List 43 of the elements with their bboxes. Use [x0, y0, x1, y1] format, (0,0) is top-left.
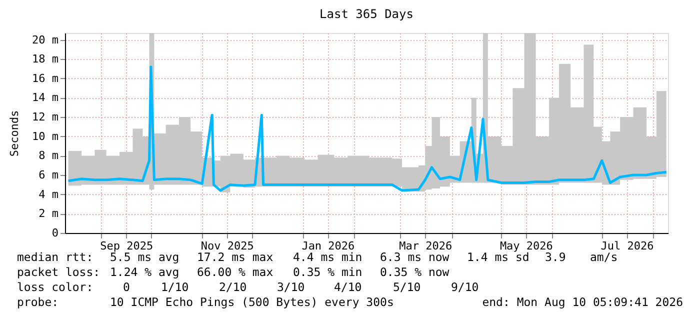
- y-tick-label: 6 m: [38, 168, 59, 182]
- text: 5.5 ms avg: [110, 250, 180, 264]
- text: 1/10: [161, 280, 189, 294]
- x-tick-label: Jan 2026: [302, 240, 355, 252]
- text: 17.2 ms max: [197, 250, 274, 264]
- text: 5/10: [393, 280, 421, 294]
- text: 0.35 % now: [380, 265, 450, 279]
- y-tick-label: 18 m: [32, 52, 59, 66]
- y-tick-label: 2 m: [38, 207, 59, 220]
- y-tick-label: 0: [52, 226, 58, 240]
- chart-title: Last 365 Days: [320, 7, 414, 21]
- text: median rtt:: [17, 250, 94, 264]
- x-tick-label: May 2026: [500, 240, 553, 252]
- text: 0: [123, 280, 130, 294]
- text: 0.35 % min: [293, 265, 362, 279]
- text: 1.24 % avg: [110, 265, 180, 279]
- y-axis-title: Seconds: [8, 110, 22, 157]
- text: 3.9: [545, 250, 566, 264]
- y-tick-label: 16 m: [32, 72, 59, 85]
- y-tick-label: 20 m: [32, 33, 59, 46]
- text: 4.4 ms min: [293, 250, 362, 264]
- text: end: Mon Aug 10 05:09:41 2026: [482, 295, 684, 309]
- x-tick-label: Jul 2026: [600, 240, 654, 252]
- y-tick-label: 14 m: [32, 91, 59, 104]
- y-tick-label: 8 m: [38, 149, 59, 162]
- text: 4/10: [334, 280, 362, 294]
- text: 66.00 % max: [197, 265, 274, 279]
- text: 10 ICMP Echo Pings (500 Bytes) every 300s: [110, 295, 394, 309]
- text: probe:: [17, 295, 59, 309]
- x-tick-label: Mar 2026: [399, 240, 452, 252]
- text: 6.3 ms now: [380, 250, 450, 264]
- y-tick-label: 12 m: [32, 110, 59, 124]
- line-series: [67, 66, 668, 192]
- text: 2/10: [219, 280, 247, 294]
- x-tick-label: Nov 2025: [200, 240, 254, 252]
- text: 3/10: [277, 280, 305, 294]
- text: loss color:: [17, 280, 94, 294]
- text: am/s: [590, 250, 618, 264]
- text: 9/10: [451, 280, 479, 294]
- y-tick-label: 4 m: [38, 188, 59, 201]
- y-tick-label: 10 m: [32, 130, 59, 143]
- text: packet loss:: [17, 265, 100, 279]
- x-tick-label: Sep 2025: [100, 240, 154, 252]
